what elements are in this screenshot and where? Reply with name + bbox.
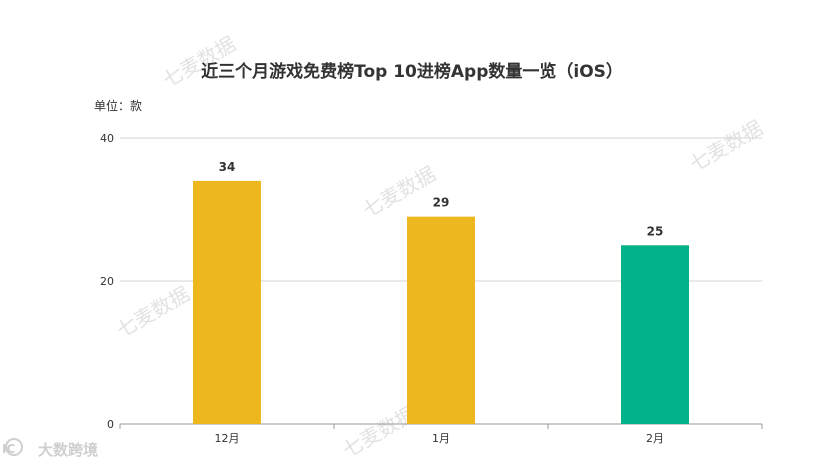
unit-label: 单位：款 — [94, 98, 142, 113]
data-labels: 34 29 25 — [219, 160, 664, 238]
y-tick-label: 20 — [100, 275, 114, 288]
bar — [193, 180, 261, 424]
brand-logo-mark: IC — [2, 442, 15, 456]
x-axis-ticks: 12月 1月 2月 — [119, 424, 763, 445]
chart-title: 近三个月游戏免费榜Top 10进榜App数量一览（iOS） — [201, 61, 623, 82]
data-label: 25 — [647, 224, 664, 238]
brand-logo: IC 大数跨境 — [2, 438, 98, 459]
y-axis-ticks: 0 20 40 — [100, 132, 114, 431]
bars — [193, 180, 689, 424]
y-tick-label: 0 — [107, 418, 114, 431]
brand-logo-icon — [5, 438, 23, 456]
data-label: 34 — [219, 160, 236, 174]
x-tick-label: 1月 — [432, 432, 450, 445]
watermark: 七麦数据 — [359, 162, 440, 223]
watermark: 七麦数据 — [113, 282, 194, 343]
brand-name: 大数跨境 — [38, 441, 98, 459]
bar — [621, 245, 689, 424]
y-tick-label: 40 — [100, 132, 114, 145]
watermark: 七麦数据 — [686, 116, 767, 177]
data-label: 29 — [433, 196, 450, 210]
x-tick-label: 12月 — [215, 432, 240, 445]
x-tick-label: 2月 — [646, 432, 664, 445]
bar — [407, 216, 475, 424]
